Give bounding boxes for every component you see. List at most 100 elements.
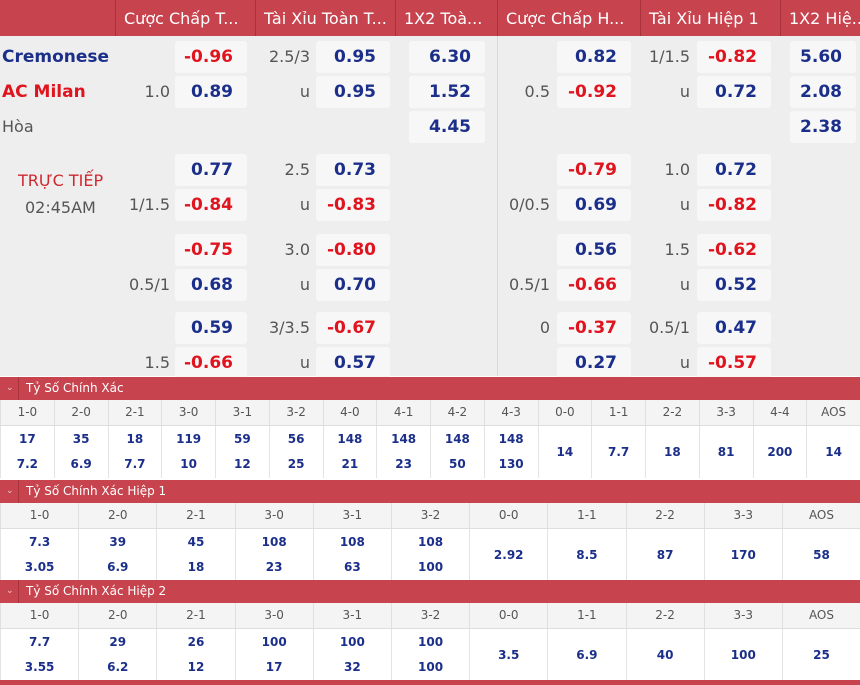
ht-1x2-odds[interactable]: 5.60 (790, 41, 856, 73)
ht-handicap-odds[interactable]: -0.66 (557, 269, 631, 301)
ht-over-under-odds[interactable]: -0.57 (697, 347, 771, 379)
handicap-odds[interactable]: -0.66 (175, 347, 247, 379)
score-odds[interactable]: 148 (337, 432, 363, 446)
score-odds[interactable]: 108 (418, 535, 444, 549)
score-odds[interactable]: 7.7 (607, 444, 630, 459)
over-under-odds[interactable]: 0.95 (316, 76, 390, 108)
score-odds[interactable]: 17 (19, 432, 36, 446)
score-odds[interactable]: 7.3 (28, 535, 51, 549)
handicap-odds[interactable]: 0.89 (175, 76, 247, 108)
score-odds[interactable]: 18 (187, 560, 205, 574)
1x2-odds[interactable]: 4.45 (409, 111, 485, 143)
ht-over-under-odds[interactable]: 0.52 (697, 269, 771, 301)
score-odds[interactable]: 108 (261, 535, 287, 549)
ht-over-under-odds[interactable]: -0.82 (697, 189, 771, 221)
score-odds[interactable]: 148 (391, 432, 417, 446)
score-odds[interactable]: 17 (265, 660, 283, 674)
chevron-down-icon[interactable]: ⌄ (6, 383, 14, 393)
score-odds[interactable]: 100 (418, 560, 444, 574)
handicap-odds[interactable]: -0.96 (175, 41, 247, 73)
score-odds[interactable]: 50 (449, 457, 466, 471)
ht-over-under-odds[interactable]: -0.82 (697, 41, 771, 73)
score-odds[interactable]: 100 (418, 635, 444, 649)
over-under-odds[interactable]: -0.67 (316, 312, 390, 344)
score-odds[interactable]: 130 (498, 457, 524, 471)
score-odds[interactable]: 87 (656, 547, 674, 562)
ht-handicap-odds[interactable]: 0.82 (557, 41, 631, 73)
column-header[interactable]: 1X2 Hiệ... (780, 0, 860, 36)
score-odds[interactable]: 23 (395, 457, 412, 471)
column-header[interactable]: 1X2 Toà... (395, 0, 497, 36)
ht-handicap-odds[interactable]: 0.69 (557, 189, 631, 221)
score-odds[interactable]: 10 (180, 457, 197, 471)
score-odds[interactable]: 26 (187, 635, 205, 649)
score-odds[interactable]: 100 (261, 635, 287, 649)
ht-over-under-odds[interactable]: 0.72 (697, 154, 771, 186)
score-odds[interactable]: 40 (656, 647, 674, 662)
ht-handicap-odds[interactable]: -0.37 (557, 312, 631, 344)
score-odds[interactable]: 6.9 (70, 457, 92, 471)
score-odds[interactable]: 12 (187, 660, 205, 674)
section-header[interactable]: ⌄ Tỷ Số Chính Xác (0, 377, 860, 400)
score-odds[interactable]: 7.7 (124, 457, 146, 471)
over-under-odds[interactable]: -0.80 (316, 234, 390, 266)
chevron-down-icon[interactable]: ⌄ (6, 586, 14, 596)
score-odds[interactable]: 45 (187, 535, 205, 549)
1x2-odds[interactable]: 1.52 (409, 76, 485, 108)
score-odds[interactable]: 21 (341, 457, 359, 471)
score-odds[interactable]: 148 (498, 432, 524, 446)
score-odds[interactable]: 56 (287, 432, 305, 446)
away-team[interactable]: AC Milan (2, 82, 86, 102)
score-odds[interactable]: 200 (767, 444, 793, 459)
chevron-down-icon[interactable]: ⌄ (6, 486, 14, 496)
score-odds[interactable]: 100 (730, 647, 756, 662)
ht-over-under-odds[interactable]: 0.47 (697, 312, 771, 344)
score-odds[interactable]: 6.9 (576, 647, 598, 662)
ht-handicap-odds[interactable]: -0.92 (557, 76, 631, 108)
section-header[interactable]: ⌄ Tỷ Số Chính Xác Hiệp 2 (0, 580, 860, 603)
score-odds[interactable]: 58 (813, 547, 830, 562)
score-odds[interactable]: 3.05 (24, 560, 55, 574)
score-odds[interactable]: 7.2 (16, 457, 38, 471)
home-team[interactable]: Cremonese (2, 47, 110, 67)
score-odds[interactable]: 18 (664, 444, 681, 459)
score-odds[interactable]: 18 (126, 432, 144, 446)
ht-handicap-odds[interactable]: 0.56 (557, 234, 631, 266)
score-odds[interactable]: 81 (717, 444, 735, 459)
handicap-odds[interactable]: -0.84 (175, 189, 247, 221)
score-odds[interactable]: 63 (343, 560, 361, 574)
column-header[interactable]: Tài Xỉu Toàn T... (255, 0, 395, 36)
column-header[interactable]: Tài Xỉu Hiệp 1 (640, 0, 780, 36)
over-under-odds[interactable]: 0.73 (316, 154, 390, 186)
score-odds[interactable]: 29 (109, 635, 127, 649)
column-header[interactable]: Cược Chấp T... (115, 0, 255, 36)
score-odds[interactable]: 6.2 (107, 660, 129, 674)
ht-over-under-odds[interactable]: -0.62 (697, 234, 771, 266)
score-odds[interactable]: 25 (813, 647, 830, 662)
1x2-odds[interactable]: 6.30 (409, 41, 485, 73)
ht-handicap-odds[interactable]: 0.27 (557, 347, 631, 379)
score-odds[interactable]: 100 (339, 635, 365, 649)
score-odds[interactable]: 32 (343, 660, 361, 674)
score-odds[interactable]: 14 (556, 444, 574, 459)
score-odds[interactable]: 108 (339, 535, 365, 549)
score-odds[interactable]: 3.55 (24, 660, 55, 674)
ht-1x2-odds[interactable]: 2.08 (790, 76, 856, 108)
handicap-odds[interactable]: 0.77 (175, 154, 247, 186)
ht-handicap-odds[interactable]: -0.79 (557, 154, 631, 186)
score-odds[interactable]: 14 (825, 444, 842, 459)
score-odds[interactable]: 25 (287, 457, 305, 471)
over-under-odds[interactable]: -0.83 (316, 189, 390, 221)
score-odds[interactable]: 12 (234, 457, 251, 471)
score-odds[interactable]: 170 (730, 547, 756, 562)
over-under-odds[interactable]: 0.95 (316, 41, 390, 73)
score-odds[interactable]: 119 (176, 432, 202, 446)
column-header[interactable]: Cược Chấp H... (497, 0, 640, 36)
score-odds[interactable]: 59 (234, 432, 251, 446)
section-header[interactable]: ⌄ Tỷ Số Chính Xác Hiệp 1 (0, 480, 860, 503)
ht-1x2-odds[interactable]: 2.38 (790, 111, 856, 143)
ht-over-under-odds[interactable]: 0.72 (697, 76, 771, 108)
score-odds[interactable]: 39 (109, 535, 127, 549)
score-odds[interactable]: 23 (265, 560, 283, 574)
score-odds[interactable]: 6.9 (107, 560, 129, 574)
